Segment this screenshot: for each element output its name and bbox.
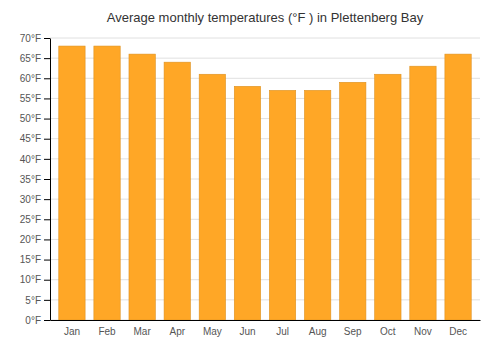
tick: Jan <box>64 326 80 337</box>
tick-label: Oct <box>380 326 396 337</box>
tick: Jul <box>276 326 289 337</box>
tick: 65°F <box>20 53 50 64</box>
chart: Jan Feb Mar Apr May Jun Jul Aug Sep Oct Nov Dec 0°F 5… <box>0 0 500 350</box>
tick-label: Dec <box>449 326 467 337</box>
tick: 35°F <box>20 174 50 185</box>
tick-mark <box>44 219 50 220</box>
tick: Aug <box>309 326 327 337</box>
tick-mark <box>44 260 50 261</box>
tick-label: Nov <box>414 326 432 337</box>
tick: 45°F <box>20 133 50 144</box>
tick-label: 0°F <box>25 315 41 326</box>
tick-mark <box>44 199 50 200</box>
tick-mark <box>44 58 50 59</box>
tick-label: Aug <box>309 326 327 337</box>
tick: Nov <box>414 326 432 337</box>
tick: 40°F <box>20 154 50 165</box>
tick: 30°F <box>20 194 50 205</box>
tick: 55°F <box>20 93 50 104</box>
x-axis: Jan Feb Mar Apr May Jun Jul Aug Sep Oct Nov Dec <box>51 321 481 338</box>
tick: Jun <box>239 326 255 337</box>
bar <box>410 66 436 320</box>
tick-label: Mar <box>134 326 152 337</box>
tick-mark <box>44 320 50 321</box>
bar <box>375 74 401 320</box>
tick-mark <box>44 179 50 180</box>
tick-label: Apr <box>169 326 185 337</box>
tick-label: 40°F <box>20 154 41 165</box>
tick-mark <box>44 239 50 240</box>
tick: 10°F <box>20 274 50 285</box>
tick-mark <box>44 300 50 301</box>
tick: 50°F <box>20 113 50 124</box>
bar <box>59 46 85 320</box>
tick: Feb <box>98 326 116 337</box>
tick-label: 25°F <box>20 214 41 225</box>
tick-mark <box>44 38 50 39</box>
tick-label: Jan <box>64 326 80 337</box>
tick: Mar <box>134 326 152 337</box>
tick-mark <box>44 159 50 160</box>
tick: 70°F <box>20 33 50 44</box>
tick-label: 30°F <box>20 194 41 205</box>
tick-label: Jun <box>239 326 255 337</box>
tick-label: 55°F <box>20 93 41 104</box>
marks <box>59 46 471 320</box>
tick-label: 35°F <box>20 174 41 185</box>
bar <box>340 82 366 320</box>
tick-label: 5°F <box>25 295 41 306</box>
tick-mark <box>44 280 50 281</box>
tick-label: 10°F <box>20 274 41 285</box>
tick: 5°F <box>25 295 50 306</box>
tick-mark <box>44 119 50 120</box>
tick: Dec <box>449 326 467 337</box>
tick: Oct <box>380 326 396 337</box>
bar <box>445 54 471 320</box>
axis-line <box>51 320 481 321</box>
tick-label: 20°F <box>20 234 41 245</box>
tick-mark <box>44 78 50 79</box>
title: Average monthly temperatures (°F ) in Pl… <box>107 10 424 25</box>
tick-label: 50°F <box>20 113 41 124</box>
bar <box>304 90 330 320</box>
tick-label: 60°F <box>20 73 41 84</box>
tick: 0°F <box>25 315 50 326</box>
tick: May <box>203 326 222 337</box>
grid <box>50 38 480 320</box>
tick-label: 65°F <box>20 53 41 64</box>
bar <box>129 54 155 320</box>
tick: 25°F <box>20 214 50 225</box>
tick: Apr <box>169 326 185 337</box>
tick: 60°F <box>20 73 50 84</box>
axis-line <box>50 39 51 321</box>
tick-mark <box>44 98 50 99</box>
grid-line <box>50 38 480 39</box>
tick: 20°F <box>20 234 50 245</box>
tick-label: Sep <box>344 326 362 337</box>
tick: 15°F <box>20 254 50 265</box>
bar <box>164 62 190 320</box>
y-axis: 0°F 5°F 10°F 15°F 20°F 25°F 30°F 35°F 40°F 45°F 50… <box>20 33 51 326</box>
bar <box>234 86 260 320</box>
tick-label: Jul <box>276 326 289 337</box>
bar <box>269 90 295 320</box>
plot: Jan Feb Mar Apr May Jun Jul Aug Sep Oct Nov Dec 0°F 5… <box>20 33 481 337</box>
tick: Sep <box>344 326 362 337</box>
bar <box>94 46 120 320</box>
tick-mark <box>44 139 50 140</box>
tick-label: Feb <box>98 326 116 337</box>
tick-label: 15°F <box>20 254 41 265</box>
tick-label: 70°F <box>20 33 41 44</box>
tick-label: 45°F <box>20 133 41 144</box>
bar <box>199 74 225 320</box>
tick-label: May <box>203 326 222 337</box>
